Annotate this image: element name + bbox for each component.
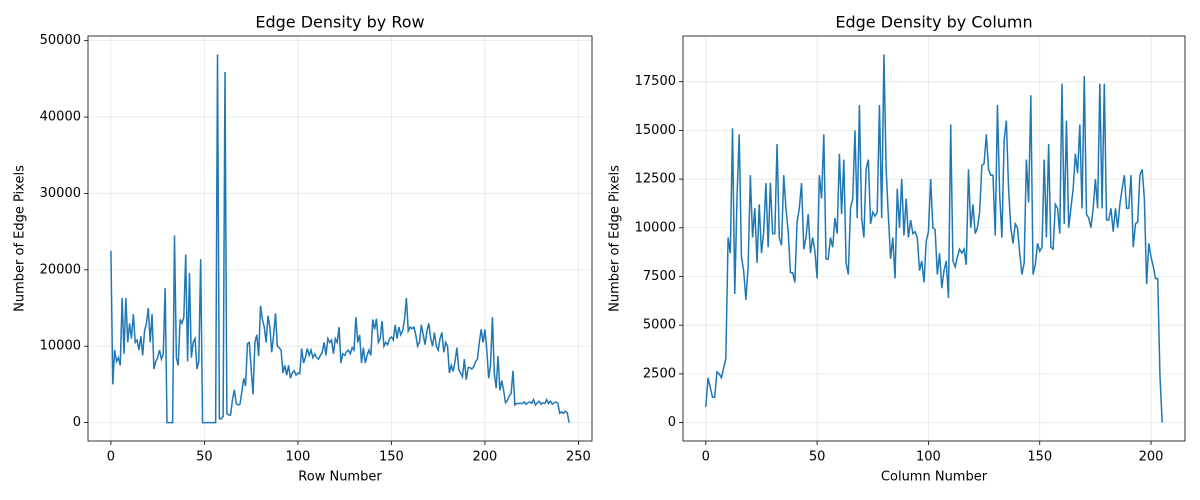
y-tick-label: 5000 xyxy=(643,318,676,333)
y-tick-label: 12500 xyxy=(635,172,676,187)
y-axis-label: Number of Edge Pixels xyxy=(13,165,28,312)
x-tick-label: 200 xyxy=(1139,450,1164,465)
x-tick-label: 200 xyxy=(473,450,498,465)
x-tick-label: 0 xyxy=(107,450,115,465)
subplot: 0 50 100 150 200 250 0 10000 20000 30000 40000 5000… xyxy=(13,13,593,485)
y-tick-label: 15000 xyxy=(635,123,676,138)
data-line xyxy=(705,54,1163,423)
y-tick-label: 7500 xyxy=(643,269,676,284)
y-tick-label: 20000 xyxy=(40,262,81,277)
x-axis-label: Row Number xyxy=(298,470,382,485)
y-tick-label: 10000 xyxy=(40,339,81,354)
x-tick-label: 100 xyxy=(286,450,311,465)
x-tick-label: 250 xyxy=(566,450,591,465)
y-tick-label: 0 xyxy=(668,415,676,430)
subplot: 0 50 100 150 200 0 2500 5000 7500 10000 12500 15000… xyxy=(608,13,1186,485)
y-tick-label: 50000 xyxy=(40,33,81,48)
y-tick-label: 10000 xyxy=(635,220,676,235)
x-tick-label: 150 xyxy=(1027,450,1052,465)
y-tick-label: 40000 xyxy=(40,110,81,125)
chart-title: Edge Density by Column xyxy=(835,13,1032,32)
y-tick-label: 17500 xyxy=(635,74,676,89)
x-tick-label: 100 xyxy=(916,450,941,465)
axes-frame xyxy=(87,35,593,442)
x-tick-label: 50 xyxy=(196,450,213,465)
y-tick-label: 30000 xyxy=(40,186,81,201)
data-line xyxy=(110,54,570,424)
x-axis-label: Column Number xyxy=(881,470,988,485)
chart-title: Edge Density by Row xyxy=(255,13,424,32)
x-tick-label: 150 xyxy=(379,450,404,465)
y-tick-label: 0 xyxy=(73,415,81,430)
axes-frame xyxy=(682,35,1186,442)
x-tick-label: 50 xyxy=(809,450,826,465)
x-tick-label: 0 xyxy=(702,450,710,465)
y-axis-label: Number of Edge Pixels xyxy=(608,165,623,312)
y-tick-label: 2500 xyxy=(643,366,676,381)
